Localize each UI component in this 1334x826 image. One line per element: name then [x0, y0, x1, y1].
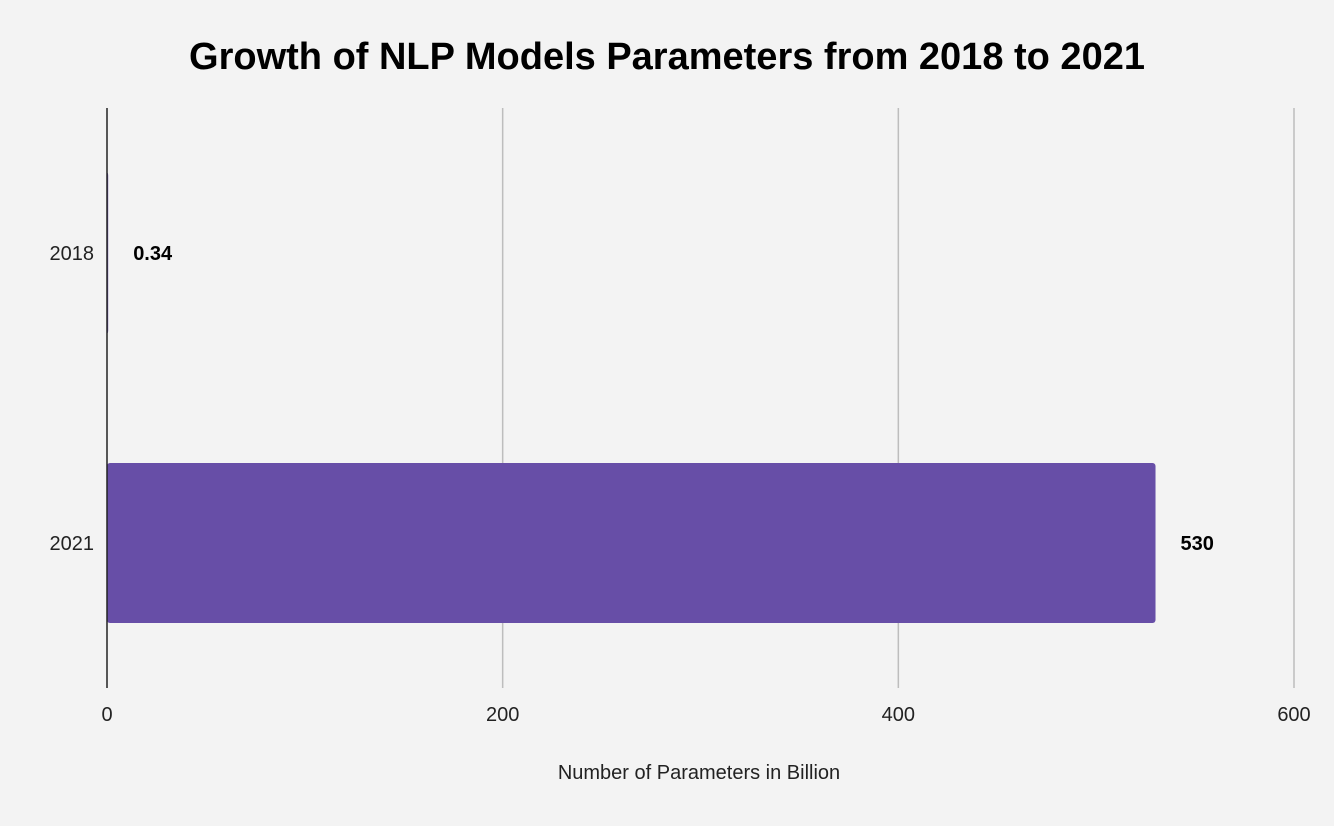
data-label: 0.34: [133, 243, 173, 265]
category-label: 2021: [50, 533, 95, 555]
x-tick-label: 400: [882, 704, 915, 726]
x-tick-label: 200: [486, 704, 519, 726]
category-label: 2018: [50, 243, 95, 265]
labels: 0 200 400 600 2018 0.34 2021 530: [50, 243, 1311, 726]
x-tick-label: 600: [1277, 704, 1310, 726]
x-axis-title: Number of Parameters in Billion: [558, 762, 840, 784]
bars: [107, 173, 1156, 623]
data-label: 530: [1181, 533, 1214, 555]
bar-2021: [107, 463, 1156, 623]
x-tick-label: 0: [101, 704, 112, 726]
chart-title: Growth of NLP Models Parameters from 201…: [189, 36, 1145, 78]
